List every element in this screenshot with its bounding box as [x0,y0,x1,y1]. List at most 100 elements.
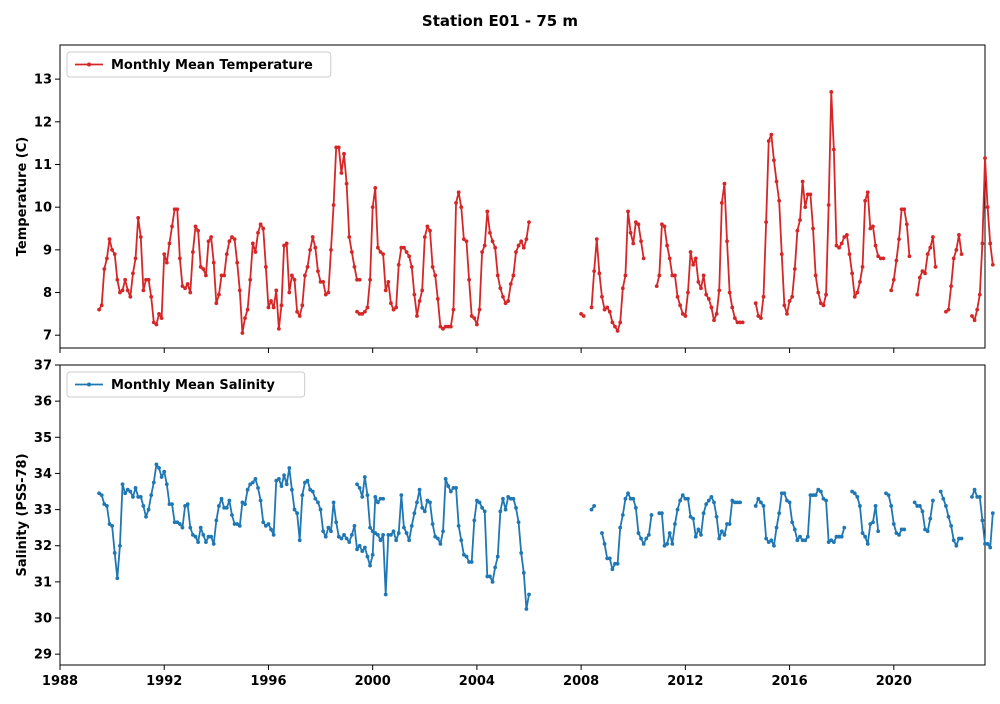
data-point [735,320,740,325]
data-point [188,290,193,295]
data-point [878,256,883,261]
data-point [461,237,466,242]
data-point [798,218,802,222]
data-point [597,271,602,276]
data-point [633,220,638,225]
data-point [365,493,370,498]
data-point [357,485,362,490]
data-point [488,230,492,235]
data-point [454,485,458,490]
data-point [990,511,995,516]
data-point [144,277,148,282]
data-point [297,538,302,543]
data-point [686,290,690,295]
data-point [521,570,526,575]
data-point [284,241,289,246]
data-point [508,282,513,286]
data-point [660,511,664,516]
data-point [902,207,907,212]
data-point [402,245,406,250]
data-point [915,292,920,297]
data-point [441,529,445,534]
data-point [636,222,641,227]
data-point [792,527,797,532]
data-point [912,500,917,505]
data-point [409,265,414,269]
data-point [589,507,594,512]
data-point [834,534,839,539]
data-point [980,518,985,523]
data-point [389,301,393,306]
data-point [368,563,372,568]
data-point [686,496,690,501]
data-point [855,495,860,499]
data-point [157,466,161,470]
data-point [180,525,185,530]
data-point [227,239,232,244]
data-point [318,279,323,284]
data-point [712,318,716,323]
data-point [222,273,227,278]
data-point [396,531,401,535]
series-0-0 [97,90,995,335]
data-point [519,551,524,555]
data-point [334,145,339,150]
data-point [516,520,521,525]
data-point [214,301,219,306]
data-point [654,284,659,289]
data-point [386,532,391,537]
data-point [805,192,810,197]
data-point [740,320,745,325]
series-line [754,91,884,320]
data-point [944,309,948,314]
data-point [183,286,187,291]
data-point [777,198,782,203]
y-tick-label: 29 [34,648,52,663]
data-point [154,322,159,327]
data-point [375,500,380,505]
data-point [891,277,896,282]
data-point [813,273,818,278]
data-point [808,493,813,498]
data-point [349,250,354,254]
data-point [889,288,894,293]
data-point [732,500,737,505]
data-point [831,540,836,545]
data-point [490,579,495,584]
data-point [944,504,948,508]
data-point [355,547,359,552]
data-point [214,518,219,523]
data-point [378,496,383,501]
data-point [790,294,795,299]
data-point [136,215,141,220]
data-point [237,288,242,293]
data-point [709,495,714,499]
data-point [985,205,990,210]
data-point [704,502,709,507]
y-tick-label: 32 [34,539,52,554]
data-point [378,538,383,543]
data-point [925,252,930,257]
data-point [201,532,206,537]
data-point [243,502,247,507]
data-point [349,532,354,537]
data-point [949,523,954,528]
data-point [180,284,185,289]
data-point [972,318,977,323]
y-tick-label: 13 [34,73,52,88]
data-point [404,250,409,254]
data-point [217,504,221,508]
data-point [295,511,300,516]
data-point [753,504,758,508]
data-point [375,245,380,250]
data-point [855,290,860,295]
data-point [636,531,641,535]
data-point [235,260,240,265]
data-point [391,529,396,534]
data-point [641,256,646,261]
data-point [821,303,826,308]
data-point [592,504,597,508]
data-point [172,520,177,525]
data-point [321,529,326,534]
data-point [357,311,362,316]
